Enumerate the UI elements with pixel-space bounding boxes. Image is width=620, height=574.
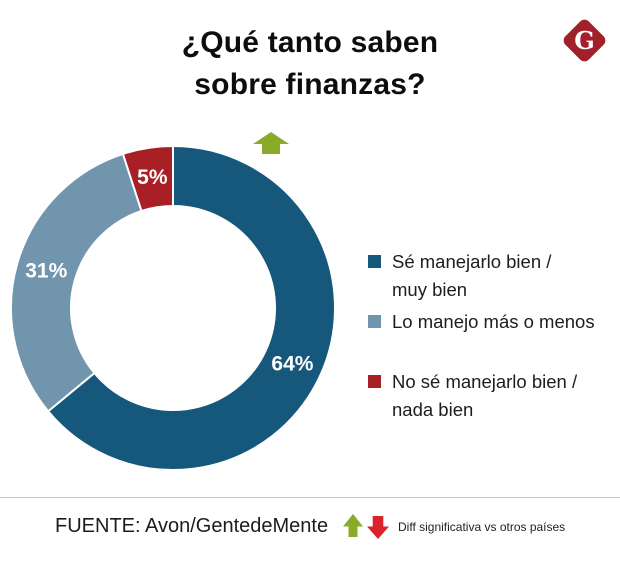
donut-chart: 64% 31% 5% bbox=[10, 144, 336, 471]
legend-item-se-manejarlo-bien: Sé manejarlo bien / muy bien bbox=[368, 248, 551, 304]
footer-divider bbox=[0, 497, 620, 498]
significance-note: Diff significativa vs otros países bbox=[398, 520, 566, 534]
diff-up-arrow-icon bbox=[343, 514, 363, 537]
brand-logo: G bbox=[561, 17, 608, 64]
donut-segment-label: 31% bbox=[25, 260, 67, 283]
donut-segment-label: 64% bbox=[271, 353, 313, 376]
legend-item-no-se-manejarlo-bien: No sé manejarlo bien / nada bien bbox=[368, 368, 577, 424]
legend-label: Sé manejarlo bien / muy bien bbox=[392, 251, 552, 300]
donut-segment bbox=[46, 144, 336, 471]
donut-segment-label: 5% bbox=[137, 166, 168, 189]
legend-label: No sé manejarlo bien / nada bien bbox=[392, 371, 578, 420]
source-text: FUENTE: Avon/GentedeMente bbox=[55, 515, 329, 537]
page-title: ¿Qué tanto saben sobre finanzas? bbox=[181, 26, 439, 101]
diff-down-arrow-icon bbox=[367, 516, 389, 539]
brand-logo-letter: G bbox=[574, 25, 595, 55]
significance-up-arrow-icon bbox=[253, 132, 289, 154]
legend-swatch bbox=[368, 255, 381, 268]
legend-item-lo-manejo-mas-o-menos: Lo manejo más o menos bbox=[368, 308, 595, 336]
up-arrow-shape bbox=[253, 132, 289, 154]
donut-segment bbox=[121, 144, 174, 213]
legend-swatch bbox=[368, 375, 381, 388]
legend-label: Lo manejo más o menos bbox=[392, 311, 595, 332]
donut-segment bbox=[10, 152, 143, 413]
legend-swatch bbox=[368, 315, 381, 328]
up-arrow-shape bbox=[343, 514, 363, 537]
down-arrow-shape bbox=[367, 516, 389, 539]
